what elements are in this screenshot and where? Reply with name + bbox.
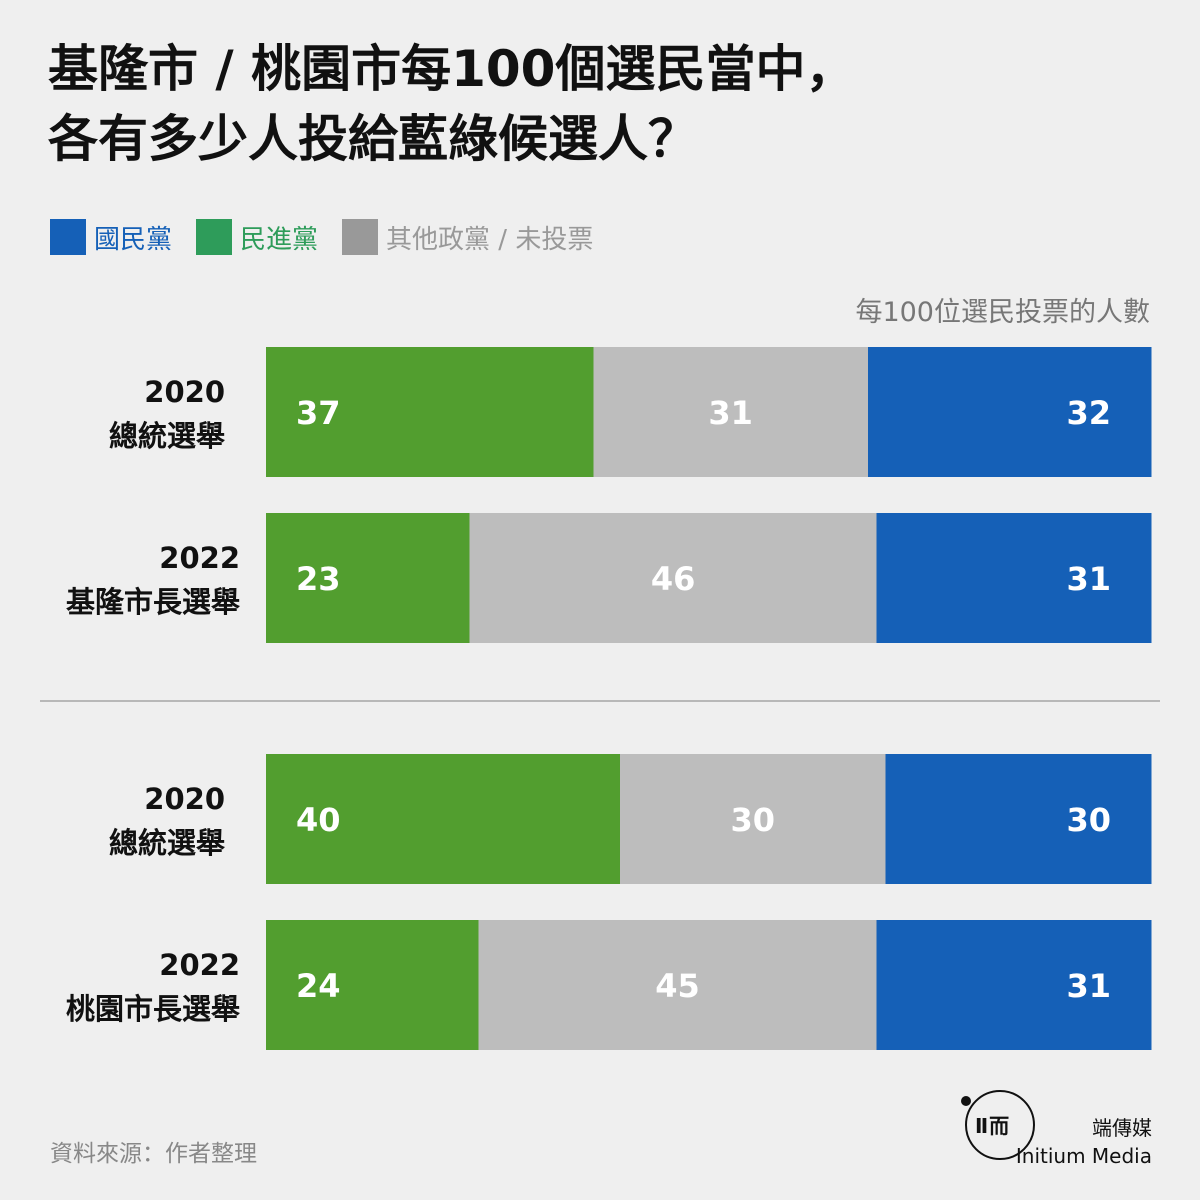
bar-value-label: 31: [1066, 560, 1111, 598]
bar-value-label: 40: [296, 801, 341, 839]
row-label-keelung-2022: 2022 基隆市長選舉: [40, 536, 240, 624]
bar-value-label: 24: [296, 967, 341, 1005]
bar-segment-dpp: [266, 513, 471, 643]
bar-value-label: 31: [708, 394, 753, 432]
bar-value-label: 37: [296, 394, 341, 432]
initium-logo-icon: Ⅱ而: [961, 1090, 1035, 1160]
legend-swatch-dpp: [196, 219, 233, 255]
brand-wordmark: 端傳媒 Initium Media: [1016, 1114, 1152, 1170]
row-label-election: 基隆市長選舉: [65, 585, 240, 619]
row-label-taoyuan-2020: 2020 總統選舉: [25, 777, 225, 865]
brand-name-english: Initium Media: [1015, 1144, 1152, 1168]
row-label-year: 2022: [159, 948, 240, 982]
bar-value-label: 45: [655, 967, 700, 1005]
legend-label-other: 其他政黨 / 未投票: [386, 224, 594, 255]
row-label-election: 桃園市長選舉: [65, 992, 240, 1026]
bar-value-label: 30: [730, 801, 775, 839]
bar-value-label: 31: [1066, 967, 1111, 1005]
legend-item-kmt: 國民黨: [50, 219, 172, 256]
legend: 國民黨 民進黨 其他政黨 / 未投票: [50, 218, 593, 256]
bar-segment-other: [469, 513, 878, 643]
bar-segment-kmt: [867, 347, 1152, 477]
bar-value-label: 32: [1066, 394, 1111, 432]
legend-item-other: 其他政黨 / 未投票: [342, 219, 593, 256]
bar-segment-kmt: [876, 920, 1152, 1050]
source-note: 資料來源：作者整理: [50, 1141, 257, 1167]
unit-label: 每100位選民投票的人數: [855, 297, 1150, 328]
legend-label-kmt: 國民黨: [94, 224, 173, 255]
brand-name-chinese: 端傳媒: [1092, 1116, 1152, 1140]
title-line-1: 基隆市 / 桃園市每100個選民當中，: [48, 40, 856, 98]
bar-segment-other: [620, 754, 886, 884]
row-label-keelung-2020: 2020 總統選舉: [25, 370, 225, 458]
bar-value-label: 46: [651, 560, 696, 598]
legend-swatch-other: [342, 219, 379, 255]
bar-value-label: 30: [1066, 801, 1111, 839]
bar-segment-kmt: [876, 513, 1152, 643]
bar-segment-kmt: [885, 754, 1152, 884]
row-label-election: 總統選舉: [108, 419, 225, 453]
row-label-year: 2022: [159, 541, 240, 575]
row-label-election: 總統選舉: [108, 826, 225, 860]
title-line-2: 各有多少人投給藍綠候選人？: [48, 110, 698, 168]
row-label-taoyuan-2022: 2022 桃園市長選舉: [40, 943, 240, 1031]
group-divider: [40, 700, 1160, 702]
bar-segment-other: [478, 920, 878, 1050]
row-label-year: 2020: [144, 782, 225, 816]
bar-segment-other: [593, 347, 869, 477]
bar-segment-dpp: [266, 754, 621, 884]
legend-swatch-kmt: [50, 219, 86, 255]
logo-dot: [961, 1096, 971, 1106]
bar-segment-dpp: [266, 920, 479, 1050]
legend-label-dpp: 民進黨: [240, 224, 319, 255]
chart-title: 基隆市 / 桃園市每100個選民當中， 各有多少人投給藍綠候選人？: [48, 34, 1158, 174]
bar-segment-dpp: [266, 347, 594, 477]
logo-glyph: Ⅱ而: [975, 1114, 1011, 1138]
legend-item-dpp: 民進黨: [196, 219, 318, 256]
row-label-year: 2020: [144, 375, 225, 409]
bar-value-label: 23: [296, 560, 341, 598]
